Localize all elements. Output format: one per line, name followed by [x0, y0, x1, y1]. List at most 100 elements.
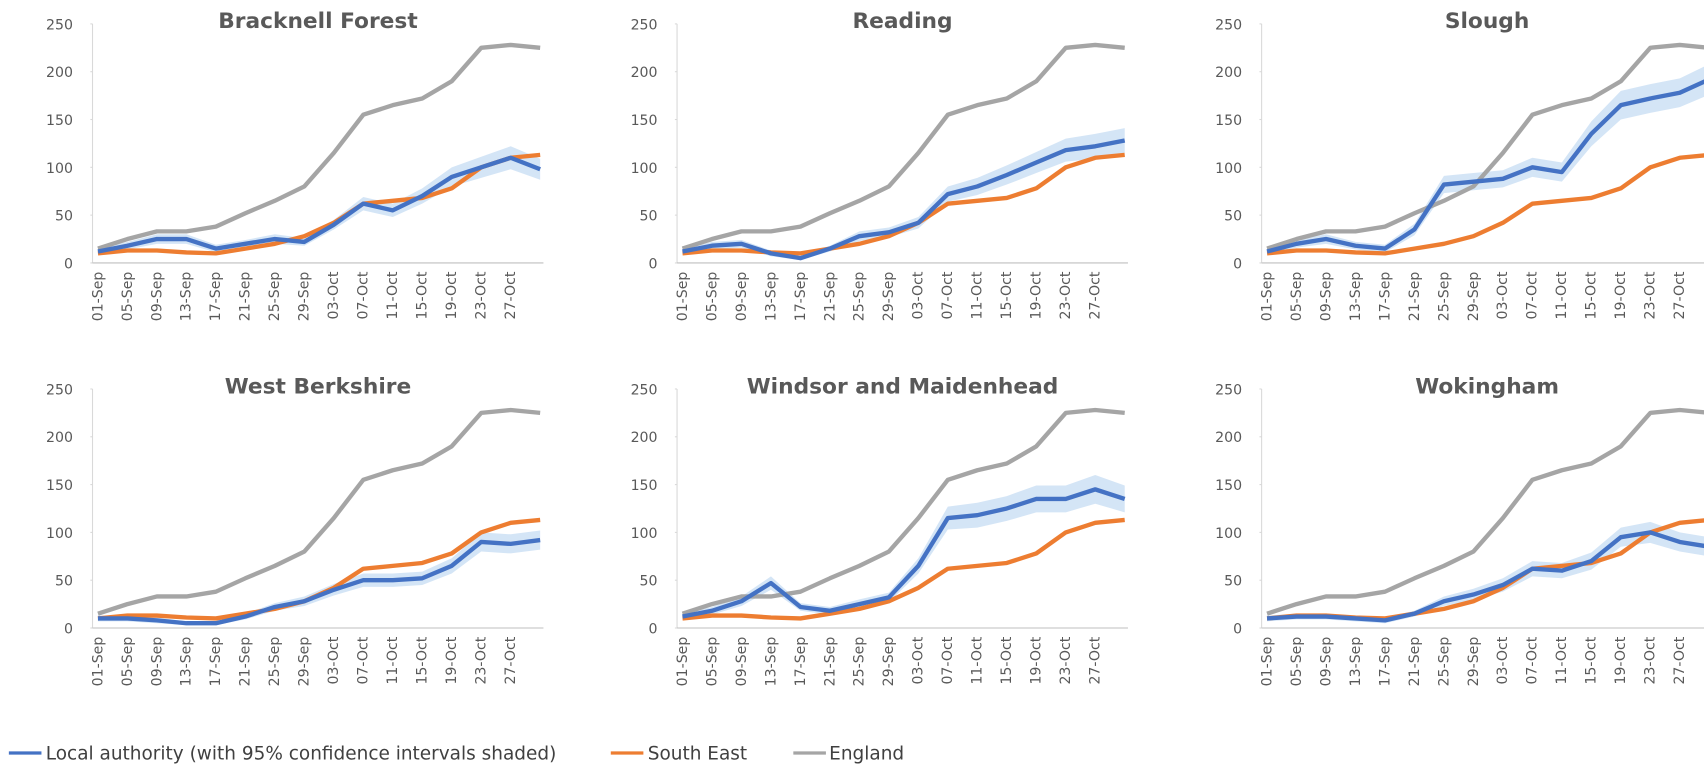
y-tick-label: 150 — [46, 478, 73, 494]
x-tick-label: 23-Oct — [1058, 271, 1074, 319]
y-tick-label: 50 — [55, 209, 73, 225]
chart-title: Wokingham — [1415, 374, 1559, 399]
y-tick-label: 100 — [46, 161, 73, 177]
chart-title: Windsor and Maidenhead — [747, 374, 1059, 399]
x-tick-label: 19-Oct — [1613, 271, 1629, 319]
x-tick-label: 07-Oct — [1525, 636, 1541, 684]
legend-label: South East — [648, 743, 747, 764]
y-tick-label: 50 — [55, 574, 73, 590]
x-tick-label: 17-Sep — [793, 637, 809, 687]
y-tick-label: 250 — [46, 17, 73, 33]
x-tick-label: 19-Oct — [1613, 636, 1629, 684]
y-tick-label: 0 — [64, 621, 73, 637]
y-tick-label: 200 — [1215, 430, 1242, 446]
x-tick-label: 25-Sep — [267, 272, 283, 322]
y-tick-label: 0 — [649, 621, 658, 637]
y-tick-label: 100 — [1215, 526, 1242, 542]
x-tick-label: 13-Sep — [763, 272, 779, 322]
x-tick-label: 15-Oct — [415, 636, 431, 684]
x-tick-label: 05-Sep — [704, 272, 720, 322]
x-tick-label: 09-Sep — [149, 272, 165, 322]
x-tick-label: 05-Sep — [120, 272, 136, 322]
x-tick-label: 21-Sep — [1407, 272, 1423, 322]
y-tick-label: 250 — [1215, 382, 1242, 398]
x-tick-label: 01-Sep — [90, 272, 106, 322]
series-line — [97, 42, 541, 251]
series-line — [1266, 79, 1704, 254]
series-line — [682, 487, 1126, 619]
legend-label: Local authority (with 95% confidence int… — [46, 743, 557, 764]
x-tick-label: 09-Sep — [149, 637, 165, 687]
x-tick-label: 17-Sep — [208, 272, 224, 322]
x-tick-label: 27-Oct — [503, 271, 519, 319]
confidence-band — [1267, 66, 1704, 255]
x-tick-label: 11-Oct — [970, 271, 986, 319]
series-line — [97, 407, 541, 616]
x-tick-label: 07-Oct — [1525, 271, 1541, 319]
x-tick-label: 23-Oct — [1058, 636, 1074, 684]
x-tick-label: 09-Sep — [734, 272, 750, 322]
x-tick-label: 27-Oct — [1088, 271, 1104, 319]
x-tick-label: 29-Sep — [881, 272, 897, 322]
x-tick-label: 19-Oct — [1029, 636, 1045, 684]
x-tick-label: 07-Oct — [940, 636, 956, 684]
x-tick-label: 03-Oct — [326, 271, 342, 319]
y-tick-label: 150 — [1215, 478, 1242, 494]
series-line — [681, 407, 1125, 616]
y-tick-label: 0 — [649, 256, 658, 272]
x-tick-label: 15-Oct — [999, 636, 1015, 684]
x-tick-label: 11-Oct — [385, 271, 401, 319]
x-tick-label: 27-Oct — [503, 636, 519, 684]
y-tick-label: 250 — [46, 382, 73, 398]
x-tick-label: 17-Sep — [793, 272, 809, 322]
x-tick-label: 01-Sep — [1259, 637, 1275, 687]
x-tick-label: 03-Oct — [911, 271, 927, 319]
x-tick-label: 13-Sep — [1348, 637, 1364, 687]
confidence-band — [682, 475, 1125, 620]
x-tick-label: 09-Sep — [1318, 272, 1334, 322]
x-tick-label: 01-Sep — [90, 637, 106, 687]
x-tick-label: 25-Sep — [1436, 637, 1452, 687]
x-tick-label: 29-Sep — [297, 272, 313, 322]
x-tick-label: 21-Sep — [238, 272, 254, 322]
y-tick-label: 100 — [1215, 161, 1242, 177]
y-tick-label: 50 — [1224, 574, 1242, 590]
subplot: Bracknell Forest 0 50 100 150 200 250 01-Sep 05-… — [46, 9, 544, 322]
chart-title: West Berkshire — [225, 374, 411, 399]
x-tick-label: 03-Oct — [1495, 636, 1511, 684]
x-tick-label: 27-Oct — [1672, 271, 1688, 319]
y-tick-label: 0 — [1233, 256, 1242, 272]
x-tick-label: 29-Sep — [1466, 272, 1482, 322]
x-tick-label: 23-Oct — [1643, 271, 1659, 319]
series-line — [1266, 407, 1704, 616]
y-tick-label: 200 — [631, 65, 658, 81]
x-tick-label: 27-Oct — [1088, 636, 1104, 684]
x-tick-label: 05-Sep — [120, 637, 136, 687]
y-tick-label: 200 — [46, 430, 73, 446]
x-tick-label: 13-Sep — [179, 637, 195, 687]
x-tick-label: 11-Oct — [385, 636, 401, 684]
x-tick-label: 15-Oct — [415, 271, 431, 319]
chart-title: Reading — [852, 9, 952, 34]
x-tick-label: 05-Sep — [1289, 272, 1305, 322]
x-tick-label: 27-Oct — [1672, 636, 1688, 684]
x-tick-label: 29-Sep — [297, 637, 313, 687]
series-line — [1266, 42, 1704, 251]
series-line — [1266, 530, 1704, 623]
x-tick-label: 19-Oct — [444, 271, 460, 319]
x-tick-label: 21-Sep — [1407, 637, 1423, 687]
x-tick-label: 17-Sep — [1377, 637, 1393, 687]
x-tick-label: 19-Oct — [444, 636, 460, 684]
subplot: Wokingham 0 50 100 150 200 250 01-Sep 05-Sep 09-S… — [1215, 374, 1704, 686]
y-tick-label: 150 — [631, 113, 658, 129]
y-tick-label: 200 — [46, 65, 73, 81]
series-line — [682, 138, 1126, 261]
subplot: West Berkshire 0 50 100 150 200 250 01-Sep 05-Se… — [46, 374, 544, 687]
y-tick-label: 250 — [631, 382, 658, 398]
y-tick-label: 150 — [1215, 113, 1242, 129]
x-tick-label: 05-Sep — [1289, 637, 1305, 687]
y-tick-label: 100 — [631, 161, 658, 177]
x-tick-label: 01-Sep — [1259, 272, 1275, 322]
series-line — [682, 517, 1125, 621]
x-tick-label: 13-Sep — [763, 637, 779, 687]
